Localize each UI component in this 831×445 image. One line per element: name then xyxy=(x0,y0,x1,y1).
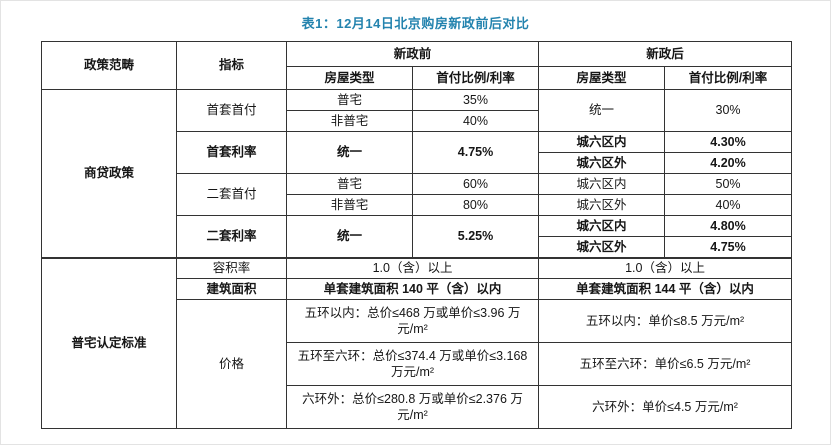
cell-before-merged: 六环外：总价≤280.8 万或单价≤2.376 万元/m² xyxy=(285,385,540,429)
policy-comparison-table: 政策范畴 指标 新政前 新政后 房屋类型 首付比例/利率 房屋类型 首付比例/利… xyxy=(41,41,793,429)
cell-before-merged: 单套建筑面积 140 平（含）以内 xyxy=(285,278,540,300)
indicator-second-rate: 二套利率 xyxy=(176,215,287,258)
cell-after-type: 城六区内 xyxy=(538,131,666,153)
cell-after-merged: 单套建筑面积 144 平（含）以内 xyxy=(538,278,793,300)
indicator-floor-area: 建筑面积 xyxy=(176,278,287,300)
col-header-after-house-type: 房屋类型 xyxy=(538,66,666,90)
section-label-commercial: 商贷政策 xyxy=(41,89,177,258)
col-header-after: 新政后 xyxy=(538,41,793,67)
cell-before-type: 统一 xyxy=(286,131,413,174)
col-header-before-ratio-rate: 首付比例/利率 xyxy=(411,66,540,90)
cell-before-value: 60% xyxy=(411,173,540,195)
row-plot-ratio: 普宅认定标准 容积率 1.0（含）以上 1.0（含）以上 xyxy=(41,256,793,429)
cell-before-value: 35% xyxy=(411,89,540,111)
cell-after-value: 30% xyxy=(664,89,793,132)
row-price-3: 六环外：总价≤280.8 万或单价≤2.376 万元/m² 六环外：单价≤4.5… xyxy=(42,385,793,429)
cell-after-merged: 1.0（含）以上 xyxy=(538,256,793,279)
row-first-rate-1: 首套利率 统一 4.75% 城六区内 4.30% xyxy=(42,131,793,174)
col-header-indicator: 指标 xyxy=(176,41,287,90)
cell-after-type: 城六区内 xyxy=(538,173,666,195)
row-first-down-2: 非普宅 40% xyxy=(42,110,792,132)
col-header-after-ratio-rate: 首付比例/利率 xyxy=(664,66,793,90)
indicator-plot-ratio: 容积率 xyxy=(176,256,287,279)
section-label-standard: 普宅认定标准 xyxy=(41,256,177,429)
row-floor-area: 建筑面积 单套建筑面积 140 平（含）以内 单套建筑面积 144 平（含）以内 xyxy=(42,278,793,300)
cell-after-type: 城六区内 xyxy=(538,215,666,237)
cell-after-value: 50% xyxy=(664,173,793,195)
cell-after-value: 4.80% xyxy=(664,215,793,237)
cell-after-value: 4.30% xyxy=(664,131,793,153)
indicator-first-rate: 首套利率 xyxy=(176,131,287,174)
cell-after-type: 统一 xyxy=(538,89,666,132)
cell-before-value: 4.75% xyxy=(411,131,540,174)
indicator-price: 价格 xyxy=(176,299,287,429)
cell-after-type: 城六区外 xyxy=(538,194,666,216)
cell-before-type: 普宅 xyxy=(286,173,413,195)
cell-before-value: 80% xyxy=(411,194,540,216)
row-second-rate-2: 城六区外 4.75% xyxy=(42,236,793,258)
row-first-rate-2: 城六区外 4.20% xyxy=(42,152,793,174)
row-second-down-1: 二套首付 普宅 60% 城六区内 50% xyxy=(42,173,793,216)
cell-before-merged: 五环以内：总价≤468 万或单价≤3.96 万元/m² xyxy=(285,299,540,343)
indicator-second-down: 二套首付 xyxy=(176,173,287,216)
cell-after-value: 40% xyxy=(664,194,793,216)
cell-before-type: 非普宅 xyxy=(286,194,413,216)
cell-before-merged: 1.0（含）以上 xyxy=(285,256,540,279)
col-header-policy-scope: 政策范畴 xyxy=(41,41,177,90)
cell-before-value: 5.25% xyxy=(411,215,540,258)
cell-after-merged: 六环外：单价≤4.5 万元/m² xyxy=(538,385,793,429)
header-row-2: 房屋类型 首付比例/利率 房屋类型 首付比例/利率 xyxy=(42,66,793,90)
cell-after-merged: 五环以内：单价≤8.5 万元/m² xyxy=(538,299,793,343)
cell-after-value: 4.75% xyxy=(664,236,793,258)
cell-after-value: 4.20% xyxy=(664,152,793,174)
cell-before-type: 非普宅 xyxy=(286,110,413,132)
col-header-before-house-type: 房屋类型 xyxy=(286,66,413,90)
cell-after-type: 城六区外 xyxy=(538,236,666,258)
cell-before-type: 普宅 xyxy=(286,89,413,111)
cell-after-type: 城六区外 xyxy=(538,152,666,174)
row-second-rate-1: 二套利率 统一 5.25% 城六区内 4.80% xyxy=(42,215,793,258)
cell-before-value: 40% xyxy=(411,110,540,132)
indicator-first-down: 首套首付 xyxy=(176,89,287,132)
table-caption: 表1：12月14日北京购房新政前后对比 xyxy=(301,16,530,31)
cell-before-merged: 五环至六环：总价≤374.4 万或单价≤3.168 万元/m² xyxy=(285,342,540,386)
row-first-down-1: 商贷政策 首套首付 普宅 35% 统一 30% xyxy=(41,89,793,258)
col-header-before: 新政前 xyxy=(285,41,540,67)
row-price-2: 五环至六环：总价≤374.4 万或单价≤3.168 万元/m² 五环至六环：单价… xyxy=(42,342,793,386)
header-row-1: 政策范畴 指标 新政前 新政后 xyxy=(41,41,793,90)
cell-before-type: 统一 xyxy=(286,215,413,258)
cell-after-merged: 五环至六环：单价≤6.5 万元/m² xyxy=(538,342,793,386)
